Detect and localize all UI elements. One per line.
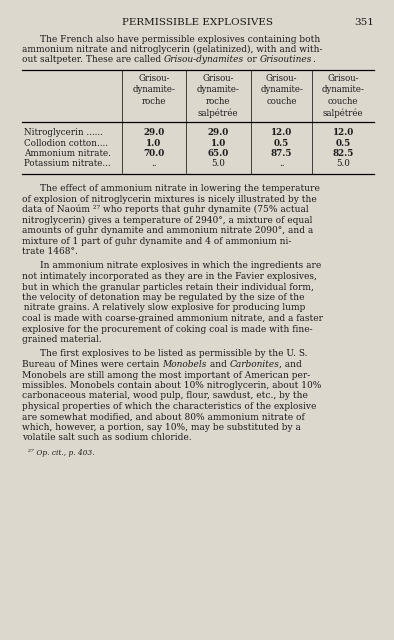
Text: 87.5: 87.5 bbox=[271, 149, 292, 158]
Text: 65.0: 65.0 bbox=[208, 149, 229, 158]
Text: and: and bbox=[206, 360, 229, 369]
Text: of explosion of nitroglycerin mixtures is nicely illustrated by the: of explosion of nitroglycerin mixtures i… bbox=[22, 195, 317, 204]
Text: amounts of guhr dynamite and ammonium nitrate 2090°, and a: amounts of guhr dynamite and ammonium ni… bbox=[22, 226, 313, 235]
Text: PERMISSIBLE EXPLOSIVES: PERMISSIBLE EXPLOSIVES bbox=[123, 18, 273, 27]
Text: Grisoutines: Grisoutines bbox=[260, 56, 312, 65]
Text: 5.0: 5.0 bbox=[211, 159, 225, 168]
Text: 82.5: 82.5 bbox=[333, 149, 354, 158]
Text: , and: , and bbox=[279, 360, 302, 369]
Text: which, however, a portion, say 10%, may be substituted by a: which, however, a portion, say 10%, may … bbox=[22, 423, 301, 432]
Text: Bureau of Mines were certain: Bureau of Mines were certain bbox=[22, 360, 162, 369]
Text: Grisou-
dynamite-
couche
salpétrée: Grisou- dynamite- couche salpétrée bbox=[322, 74, 364, 118]
Text: or: or bbox=[244, 56, 260, 65]
Text: Monobels: Monobels bbox=[162, 360, 206, 369]
Text: Collodion cotton....: Collodion cotton.... bbox=[24, 138, 108, 147]
Text: Ammonium nitrate.: Ammonium nitrate. bbox=[24, 149, 111, 158]
Text: Potassium nitrate...: Potassium nitrate... bbox=[24, 159, 111, 168]
Text: Monobels are still among the most important of American per-: Monobels are still among the most import… bbox=[22, 371, 310, 380]
Text: .: . bbox=[312, 56, 315, 65]
Text: volatile salt such as sodium chloride.: volatile salt such as sodium chloride. bbox=[22, 433, 191, 442]
Text: Nitroglycerin ......: Nitroglycerin ...... bbox=[24, 128, 103, 137]
Text: explosive for the procurement of coking coal is made with fine-: explosive for the procurement of coking … bbox=[22, 324, 312, 333]
Text: physical properties of which the characteristics of the explosive: physical properties of which the charact… bbox=[22, 402, 316, 411]
Text: missibles. Monobels contain about 10% nitroglycerin, about 10%: missibles. Monobels contain about 10% ni… bbox=[22, 381, 322, 390]
Text: 351: 351 bbox=[354, 18, 374, 27]
Text: 1.0: 1.0 bbox=[147, 138, 162, 147]
Text: 0.5: 0.5 bbox=[336, 138, 351, 147]
Text: mixture of 1 part of guhr dynamite and 4 of ammonium ni-: mixture of 1 part of guhr dynamite and 4… bbox=[22, 237, 292, 246]
Text: trate 1468°.: trate 1468°. bbox=[22, 247, 78, 256]
Text: Grisou-
dynamite-
couche: Grisou- dynamite- couche bbox=[260, 74, 303, 106]
Text: 1.0: 1.0 bbox=[211, 138, 226, 147]
Text: Grisou-
dynamite-
roche
salpétrée: Grisou- dynamite- roche salpétrée bbox=[197, 74, 240, 118]
Text: not intimately incorporated as they are in the Favier explosives,: not intimately incorporated as they are … bbox=[22, 272, 317, 281]
Text: The first explosives to be listed as permissible by the U. S.: The first explosives to be listed as per… bbox=[40, 349, 307, 358]
Text: carbonaceous material, wood pulp, flour, sawdust, etc., by the: carbonaceous material, wood pulp, flour,… bbox=[22, 392, 308, 401]
Text: ..: .. bbox=[151, 159, 157, 168]
Text: 0.5: 0.5 bbox=[274, 138, 289, 147]
Text: ammonium nitrate and nitroglycerin (gelatinized), with and with-: ammonium nitrate and nitroglycerin (gela… bbox=[22, 45, 323, 54]
Text: Carbonites: Carbonites bbox=[229, 360, 279, 369]
Text: 12.0: 12.0 bbox=[333, 128, 354, 137]
Text: 29.0: 29.0 bbox=[208, 128, 229, 137]
Text: 70.0: 70.0 bbox=[143, 149, 165, 158]
Text: nitrate grains. A relatively slow explosive for producing lump: nitrate grains. A relatively slow explos… bbox=[22, 303, 305, 312]
Text: coal is made with coarse-grained ammonium nitrate, and a faster: coal is made with coarse-grained ammoniu… bbox=[22, 314, 323, 323]
Text: 29.0: 29.0 bbox=[143, 128, 165, 137]
Text: 5.0: 5.0 bbox=[336, 159, 350, 168]
Text: 12.0: 12.0 bbox=[271, 128, 292, 137]
Text: The effect of ammonium nitrate in lowering the temperature: The effect of ammonium nitrate in loweri… bbox=[40, 184, 320, 193]
Text: out saltpeter. These are called: out saltpeter. These are called bbox=[22, 56, 164, 65]
Text: Grisou-
dynamite-
roche: Grisou- dynamite- roche bbox=[132, 74, 175, 106]
Text: are somewhat modified, and about 80% ammonium nitrate of: are somewhat modified, and about 80% amm… bbox=[22, 413, 305, 422]
Text: ²⁷ Op. cit., p. 403.: ²⁷ Op. cit., p. 403. bbox=[28, 449, 95, 457]
Text: In ammonium nitrate explosives in which the ingredients are: In ammonium nitrate explosives in which … bbox=[40, 262, 321, 271]
Text: grained material.: grained material. bbox=[22, 335, 102, 344]
Text: the velocity of detonation may be regulated by the size of the: the velocity of detonation may be regula… bbox=[22, 293, 305, 302]
Text: Grisou-dynamites: Grisou-dynamites bbox=[164, 56, 244, 65]
Text: The French also have permissible explosives containing both: The French also have permissible explosi… bbox=[40, 35, 320, 44]
Text: ..: .. bbox=[279, 159, 284, 168]
Text: nitroglycerin) gives a temperature of 2940°, a mixture of equal: nitroglycerin) gives a temperature of 29… bbox=[22, 216, 312, 225]
Text: but in which the granular particles retain their individual form,: but in which the granular particles reta… bbox=[22, 282, 314, 291]
Text: data of Naoúm ²⁷ who reports that guhr dynamite (75% actual: data of Naoúm ²⁷ who reports that guhr d… bbox=[22, 205, 309, 214]
